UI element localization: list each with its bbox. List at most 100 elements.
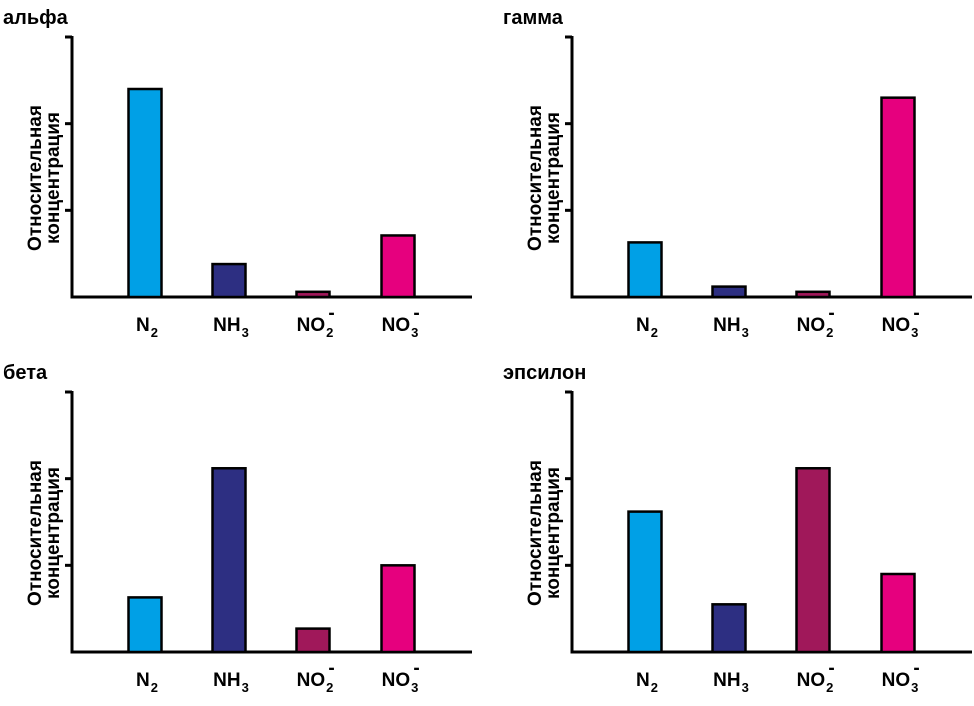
x-tick-label: NH3 xyxy=(213,670,249,695)
bar xyxy=(295,627,331,654)
x-tick-label-text: N2 xyxy=(136,315,158,340)
bar xyxy=(880,572,916,654)
x-tick-label: NO2- xyxy=(297,658,335,695)
y-axis-label-line-1: Относительная xyxy=(25,460,46,606)
bar xyxy=(795,467,831,654)
x-tick-label-sub: 3 xyxy=(242,325,249,340)
y-axis-label-line-2: концентрация xyxy=(543,467,564,599)
x-tick-label-sub: 2 xyxy=(826,325,833,340)
x-tick-label-sub: 3 xyxy=(411,325,418,340)
x-tick-label-text: N2 xyxy=(636,315,658,340)
bar xyxy=(127,596,163,654)
y-axis-label: Относительнаяконцентрация xyxy=(25,460,64,606)
chart-panel-alfa: альфа Относительнаяконцентрация N2 NH3 NO2… xyxy=(3,7,472,340)
y-axis-label-line-1: Относительная xyxy=(525,105,546,251)
x-tick-label-text: NH3 xyxy=(213,315,249,340)
x-tick-label-sup: - xyxy=(328,303,334,324)
x-tick-label-sub: 3 xyxy=(242,680,249,695)
x-tick-label-text: NO2 xyxy=(797,315,834,340)
x-tick-label: N2 xyxy=(636,315,658,340)
x-tick-label-base: NO xyxy=(297,670,326,691)
x-tick-label-sub: 3 xyxy=(742,325,749,340)
x-tick-label: NH3 xyxy=(213,315,249,340)
x-tick-label-base: NO xyxy=(882,670,911,691)
x-tick-label-base: N xyxy=(136,670,150,691)
chart-title: альфа xyxy=(3,7,69,29)
x-tick-label-sup: - xyxy=(413,658,419,679)
chart-panel-gamma: гамма Относительнаяконцентрация N2 NH3 NO2… xyxy=(503,7,972,340)
chart-title: гамма xyxy=(503,7,564,29)
x-tick-label-sub: 3 xyxy=(911,680,918,695)
x-tick-label: NO3- xyxy=(382,658,420,695)
x-tick-label-text: NH3 xyxy=(713,670,749,695)
x-tick-label-sub: 2 xyxy=(326,325,333,340)
x-tick-label-base: N xyxy=(136,315,150,336)
x-tick-label: NH3 xyxy=(713,670,749,695)
bar xyxy=(795,290,831,299)
bar xyxy=(880,96,916,299)
x-tick-label-base: NO xyxy=(797,315,826,336)
bar xyxy=(295,290,331,299)
x-tick-label-sup: - xyxy=(828,658,834,679)
y-axis-label-line-2: концентрация xyxy=(543,112,564,244)
bar xyxy=(711,285,747,299)
x-tick-label-base: NO xyxy=(297,315,326,336)
x-tick-label: NO3- xyxy=(882,303,920,340)
x-tick-label-sub: 2 xyxy=(151,680,158,695)
x-tick-label-sub: 2 xyxy=(651,680,658,695)
y-axis-label-line-1: Относительная xyxy=(25,105,46,251)
x-tick-label-text: NO2 xyxy=(297,315,334,340)
x-tick-label: NH3 xyxy=(713,315,749,340)
x-tick-label-sup: - xyxy=(913,658,919,679)
x-tick-label: NO3- xyxy=(382,303,420,340)
x-tick-label-base: NO xyxy=(382,315,411,336)
x-tick-label-sup: - xyxy=(913,303,919,324)
x-tick-label-base: NH xyxy=(713,670,740,691)
x-tick-label: N2 xyxy=(136,315,158,340)
x-tick-label-text: NO3 xyxy=(882,670,919,695)
x-tick-label-sub: 2 xyxy=(151,325,158,340)
x-tick-label-sub: 2 xyxy=(826,680,833,695)
x-tick-label-text: NO3 xyxy=(382,315,419,340)
x-tick-label-sup: - xyxy=(413,303,419,324)
y-axis-label: Относительнаяконцентрация xyxy=(525,105,564,251)
x-tick-label: NO3- xyxy=(882,658,920,695)
x-tick-label-base: NO xyxy=(882,315,911,336)
y-axis-label-line-1: Относительная xyxy=(525,460,546,606)
y-axis-label: Относительнаяконцентрация xyxy=(525,460,564,606)
x-tick-label: NO2- xyxy=(797,303,835,340)
bar xyxy=(211,262,247,299)
x-tick-label-base: NO xyxy=(797,670,826,691)
x-tick-label-text: NO3 xyxy=(882,315,919,340)
x-tick-label-text: NO3 xyxy=(382,670,419,695)
x-tick-label-sub: 3 xyxy=(911,325,918,340)
x-tick-label-text: N2 xyxy=(136,670,158,695)
x-tick-label-base: NO xyxy=(382,670,411,691)
chart-title: эпсилон xyxy=(503,362,586,384)
x-tick-label-text: NO2 xyxy=(297,670,334,695)
bar xyxy=(627,241,663,299)
x-tick-label: N2 xyxy=(136,670,158,695)
x-tick-label-base: NH xyxy=(213,315,240,336)
x-tick-label-base: N xyxy=(636,670,650,691)
x-tick-label: NO2- xyxy=(297,303,335,340)
chart-panel-beta: бета Относительнаяконцентрация N2 NH3 NO2-… xyxy=(3,362,472,695)
x-tick-label-text: NO2 xyxy=(797,670,834,695)
x-tick-label-sup: - xyxy=(828,303,834,324)
y-axis-label-line-2: концентрация xyxy=(43,112,64,244)
x-tick-label-sub: 3 xyxy=(742,680,749,695)
bar xyxy=(380,564,416,654)
x-tick-label-sup: - xyxy=(328,658,334,679)
y-axis-label-line-2: концентрация xyxy=(43,467,64,599)
chart-title: бета xyxy=(3,362,48,384)
x-tick-label-base: NH xyxy=(713,315,740,336)
chart-panel-epsilon: эпсилон Относительнаяконцентрация N2 NH3 N… xyxy=(503,362,972,695)
x-tick-label-sub: 2 xyxy=(326,680,333,695)
bar xyxy=(627,510,663,654)
bar xyxy=(711,603,747,654)
x-tick-label-text: NH3 xyxy=(213,670,249,695)
bar xyxy=(127,87,163,299)
x-tick-label-base: N xyxy=(636,315,650,336)
x-tick-label-text: NH3 xyxy=(713,315,749,340)
y-axis-label: Относительнаяконцентрация xyxy=(25,105,64,251)
